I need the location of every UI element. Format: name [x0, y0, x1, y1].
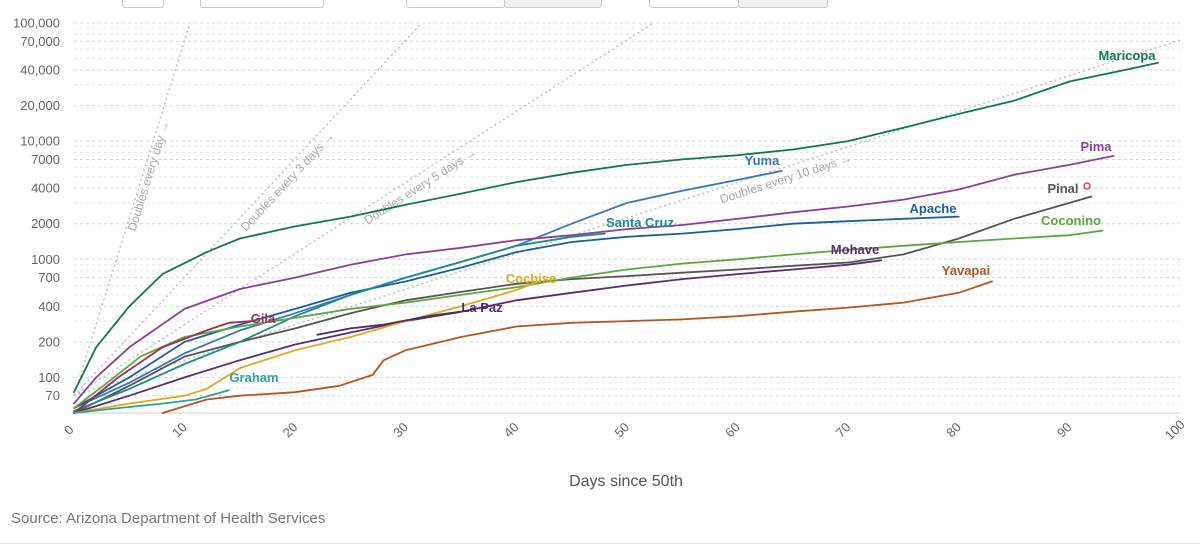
x-tick-label: 60	[722, 419, 743, 440]
series-line	[73, 229, 1104, 410]
reference-line-label: Doubles every day →	[125, 119, 172, 233]
control-2[interactable]	[200, 0, 324, 8]
x-tick-label: 90	[1054, 419, 1075, 440]
series-label: Santa Cruz	[606, 215, 674, 230]
y-tick-label: 70,000	[20, 34, 60, 49]
y-tick-label: 20,000	[20, 98, 60, 113]
series-line	[73, 195, 1093, 414]
series-label: Pinal	[1047, 181, 1078, 196]
series-line	[73, 154, 1115, 405]
reference-line-label: Doubles every 5 days →	[362, 145, 480, 227]
line-chart: 70100200400700100020004000700010,00020,0…	[13, 16, 1188, 491]
series-label: Cochise	[506, 271, 557, 286]
x-tick-label: 100	[1162, 417, 1188, 443]
reference-line	[73, 22, 654, 397]
reference-line-label: Doubles every 10 days →	[718, 151, 853, 206]
control-3b[interactable]	[504, 0, 602, 8]
x-tick-label: 20	[280, 419, 301, 440]
x-tick-label: 80	[943, 419, 964, 440]
x-tick-label: 30	[390, 419, 411, 440]
bottom-rule	[0, 543, 1200, 544]
reference-line	[73, 22, 191, 396]
series-label: Apache	[910, 201, 957, 216]
control-4b[interactable]	[738, 0, 828, 8]
y-tick-label: 7000	[31, 152, 60, 167]
series-line	[161, 280, 993, 414]
series-label: La Paz	[461, 300, 503, 315]
control-1[interactable]	[122, 0, 164, 8]
series-label: Graham	[229, 370, 278, 385]
series-label: Pima	[1080, 139, 1112, 154]
series-label: Coconino	[1041, 213, 1101, 228]
series-label: Maricopa	[1098, 48, 1156, 63]
reference-line	[73, 39, 1181, 397]
series-line	[73, 389, 230, 414]
series-line	[73, 232, 606, 412]
pinal-marker	[1083, 182, 1091, 190]
y-tick-label: 10,000	[20, 134, 60, 149]
x-axis-title: Days since 50th	[569, 473, 683, 490]
series-label: Yavapai	[942, 263, 990, 278]
x-tick-label: 50	[611, 419, 632, 440]
top-controls	[0, 0, 1200, 8]
series-line	[73, 259, 883, 414]
y-tick-label: 2000	[31, 216, 60, 231]
y-tick-label: 40,000	[20, 63, 60, 78]
source-note: Source: Arizona Department of Health Ser…	[11, 510, 326, 527]
series-line	[316, 310, 463, 336]
x-tick-label: 0	[61, 422, 77, 438]
y-tick-label: 100	[38, 370, 60, 385]
y-tick-label: 400	[38, 299, 60, 314]
y-tick-label: 4000	[31, 181, 60, 196]
series-label: Gila	[251, 311, 276, 326]
series-line	[73, 320, 252, 414]
reference-line-label: Doubles every 3 days →	[238, 129, 337, 234]
x-tick-label: 10	[169, 419, 190, 440]
series-label: Mohave	[831, 242, 879, 257]
series-line	[73, 61, 1159, 394]
series-label: Yuma	[745, 153, 780, 168]
y-tick-label: 1000	[31, 252, 60, 267]
x-tick-label: 40	[501, 419, 522, 440]
y-tick-label: 70	[46, 388, 60, 403]
series-line	[73, 169, 783, 410]
y-tick-label: 100,000	[13, 16, 60, 31]
y-tick-label: 700	[38, 270, 60, 285]
x-tick-label: 70	[833, 419, 854, 440]
series-line	[73, 280, 540, 414]
y-tick-label: 200	[38, 334, 60, 349]
